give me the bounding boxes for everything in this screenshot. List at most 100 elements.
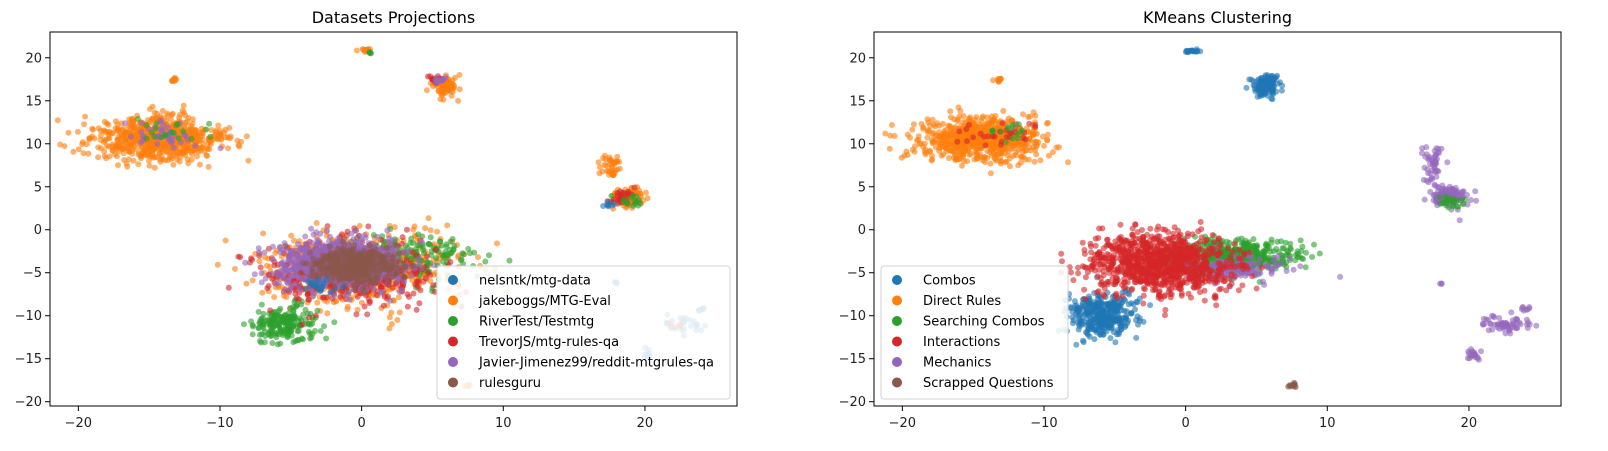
data-point <box>138 129 145 135</box>
data-point <box>1256 83 1263 90</box>
data-point <box>316 266 322 273</box>
data-point <box>425 269 432 276</box>
data-point <box>170 161 177 168</box>
data-point <box>943 139 950 145</box>
data-point <box>1432 158 1439 164</box>
data-point <box>436 238 443 245</box>
data-point <box>261 249 268 256</box>
data-point <box>1197 48 1204 55</box>
data-point <box>353 281 360 288</box>
y-tick-label: 0 <box>34 223 42 238</box>
data-point <box>143 135 150 142</box>
data-point <box>382 274 389 281</box>
data-point <box>286 256 293 263</box>
data-point <box>977 130 984 137</box>
data-point <box>374 233 381 240</box>
data-point <box>105 121 112 128</box>
data-point <box>260 230 267 237</box>
data-point <box>295 337 302 344</box>
data-point <box>1017 159 1024 166</box>
data-point <box>358 267 364 274</box>
data-point <box>1436 184 1443 191</box>
y-tick-label: −5 <box>23 266 42 281</box>
data-point <box>1004 124 1011 131</box>
data-point <box>258 301 265 308</box>
data-point <box>616 158 623 165</box>
data-point <box>386 314 393 321</box>
data-point <box>182 146 189 153</box>
data-point <box>255 245 262 252</box>
data-point <box>959 144 966 151</box>
data-point <box>959 153 966 160</box>
data-point <box>1444 159 1451 166</box>
data-point <box>984 114 991 121</box>
data-point <box>616 165 623 172</box>
data-point <box>389 284 396 291</box>
data-point <box>420 246 426 253</box>
data-point <box>249 277 256 284</box>
data-point <box>255 325 262 332</box>
data-point <box>327 251 334 258</box>
data-point <box>947 108 954 115</box>
data-point <box>1435 149 1442 156</box>
data-point <box>192 131 199 138</box>
x-tick-label: 20 <box>637 416 654 431</box>
data-point <box>81 121 88 128</box>
data-point <box>1419 150 1425 157</box>
data-point <box>134 115 141 122</box>
data-point <box>951 144 958 151</box>
legend-label: RiverTest/Testmtg <box>479 315 594 330</box>
data-point <box>348 230 355 237</box>
y-tick-label: 15 <box>25 94 42 109</box>
data-point <box>348 238 355 245</box>
data-point <box>1041 142 1047 149</box>
data-point <box>966 130 973 137</box>
data-point <box>273 334 280 341</box>
data-point <box>448 92 455 99</box>
data-point <box>157 117 164 124</box>
data-point <box>391 224 398 231</box>
data-point <box>271 294 278 301</box>
data-point <box>631 198 638 204</box>
data-point <box>151 164 158 171</box>
data-point <box>977 123 984 130</box>
data-point <box>995 78 1002 85</box>
legend-label: nelsntk/mtg-data <box>479 274 591 289</box>
data-point <box>227 133 234 140</box>
data-point <box>307 335 314 342</box>
data-point <box>105 135 112 142</box>
data-point <box>1454 197 1461 204</box>
data-point <box>206 146 213 153</box>
data-point <box>1025 156 1032 163</box>
data-point <box>323 276 330 283</box>
data-point <box>242 259 249 266</box>
data-point <box>196 161 203 168</box>
data-point <box>115 148 122 155</box>
data-point <box>1040 133 1046 140</box>
data-point <box>291 237 297 244</box>
data-point <box>168 129 175 136</box>
data-point <box>1437 280 1444 287</box>
data-point <box>109 130 116 137</box>
data-point <box>333 256 340 263</box>
data-point <box>270 256 276 263</box>
data-point <box>303 260 310 267</box>
data-point <box>268 270 275 277</box>
data-point <box>1003 134 1010 140</box>
data-point <box>75 146 82 153</box>
data-point <box>605 201 612 208</box>
data-point <box>910 121 917 128</box>
data-point <box>257 264 264 271</box>
data-point <box>440 76 447 83</box>
data-point <box>1026 144 1033 151</box>
data-point <box>989 133 996 140</box>
data-point <box>256 258 263 265</box>
data-point <box>606 157 613 164</box>
data-point <box>404 226 410 233</box>
data-point <box>614 153 621 160</box>
data-point <box>1269 96 1276 103</box>
data-point <box>207 133 214 140</box>
data-point <box>1460 201 1467 208</box>
data-point <box>79 139 86 146</box>
data-point <box>1034 142 1040 149</box>
